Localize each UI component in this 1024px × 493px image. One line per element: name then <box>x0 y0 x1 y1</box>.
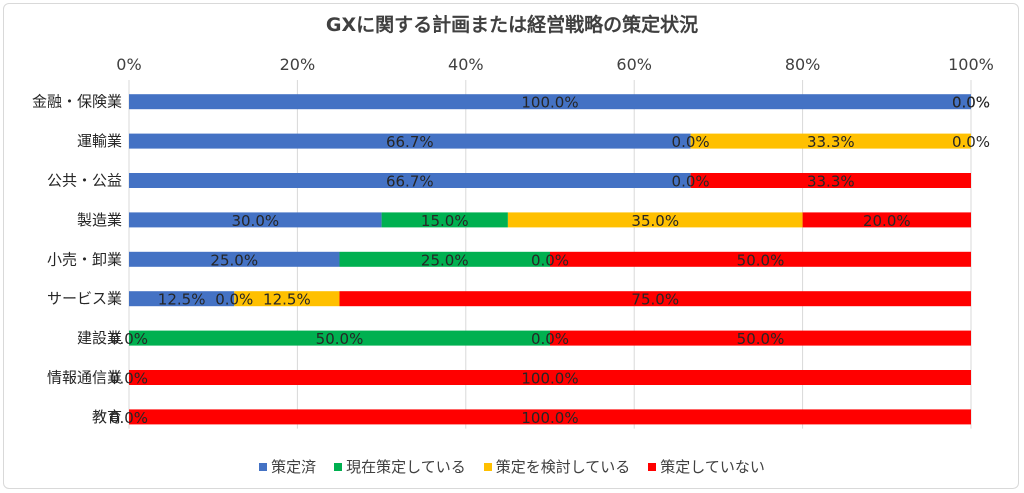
legend-label: 策定済 <box>271 458 317 476</box>
legend-label: 策定を検討している <box>495 458 631 476</box>
chart-title: GXに関する計画または経営戦略の策定状況 <box>325 14 699 36</box>
legend-label: 策定していない <box>660 458 765 476</box>
data-label: 0.0% <box>531 251 569 269</box>
category-label: 建設業 <box>77 329 122 347</box>
legend-swatch <box>259 462 268 471</box>
x-tick-label: 20% <box>280 55 316 74</box>
bar-segment <box>129 173 691 188</box>
data-label: 12.5% <box>263 291 311 309</box>
bar-segment <box>129 370 971 385</box>
data-label: 0.0% <box>215 291 253 309</box>
data-label: 0.0% <box>531 330 569 348</box>
bar-segment <box>129 94 971 110</box>
data-label: 0.0% <box>110 370 148 388</box>
bar-segment <box>234 291 340 307</box>
data-label: 12.5% <box>158 291 206 309</box>
x-tick-label: 100% <box>948 55 994 74</box>
x-tick-label: 80% <box>785 55 821 74</box>
legend-item: 策定を検討している <box>483 456 631 477</box>
bar-segment <box>381 212 508 228</box>
data-label: 0.0% <box>672 173 710 191</box>
legend-swatch <box>334 462 343 471</box>
x-tick-label: 40% <box>448 55 484 74</box>
chart-legend: 策定済 現在策定している 策定を検討している 策定していない <box>0 456 1024 477</box>
data-label: 0.0% <box>110 409 148 427</box>
data-label: 100.0% <box>521 370 578 388</box>
data-label: 0.0% <box>952 133 990 151</box>
category-label: 公共・公益 <box>47 172 122 190</box>
data-label: 100.0% <box>521 94 578 112</box>
legend-swatch <box>483 462 492 471</box>
x-tick-label: 0% <box>116 55 141 74</box>
data-label: 66.7% <box>386 173 434 191</box>
category-label: 情報通信業 <box>47 369 122 387</box>
data-label: 20.0% <box>863 212 911 230</box>
legend-item: 現在策定している <box>334 456 466 477</box>
bar-segment <box>690 173 971 188</box>
data-label: 25.0% <box>421 251 469 269</box>
data-label: 100.0% <box>521 409 578 427</box>
bar-segment <box>129 330 550 346</box>
data-label: 50.0% <box>316 330 364 348</box>
data-label: 50.0% <box>737 330 785 348</box>
bar-segment <box>129 133 691 149</box>
category-label: サービス業 <box>47 290 122 308</box>
category-label: 製造業 <box>77 211 122 229</box>
data-label: 0.0% <box>110 330 148 348</box>
bar-segment <box>129 212 382 228</box>
bar-segment <box>802 212 971 228</box>
x-tick-label: 60% <box>616 55 652 74</box>
data-label: 0.0% <box>952 94 990 112</box>
bar-segment <box>550 251 971 267</box>
category-label: 金融・保険業 <box>32 93 122 111</box>
bar-segment <box>129 409 971 425</box>
data-label: 25.0% <box>210 251 258 269</box>
data-label: 35.0% <box>631 212 679 230</box>
category-label: 運輸業 <box>77 132 122 150</box>
data-label: 30.0% <box>231 212 279 230</box>
data-label: 0.0% <box>952 94 990 112</box>
legend-swatch <box>648 462 657 471</box>
bar-segment <box>129 291 235 307</box>
data-label: 33.3% <box>807 133 855 151</box>
bar-segment <box>129 251 340 267</box>
data-label: 0.0% <box>672 133 710 151</box>
bar-segment <box>507 212 803 228</box>
data-label: 66.7% <box>386 133 434 151</box>
data-label: 50.0% <box>737 251 785 269</box>
bar-segment <box>339 251 550 267</box>
legend-label: 現在策定している <box>346 458 466 476</box>
data-label: 33.3% <box>807 173 855 191</box>
legend-item: 策定していない <box>648 456 765 477</box>
category-label: 小売・卸業 <box>47 250 122 268</box>
category-label: 教育 <box>92 408 122 426</box>
data-label: 15.0% <box>421 212 469 230</box>
chart-frame <box>3 3 1019 489</box>
bar-segment <box>690 133 971 149</box>
bar-segment <box>550 330 971 346</box>
data-label: 75.0% <box>631 291 679 309</box>
legend-item: 策定済 <box>259 456 316 477</box>
bar-segment <box>339 291 971 307</box>
